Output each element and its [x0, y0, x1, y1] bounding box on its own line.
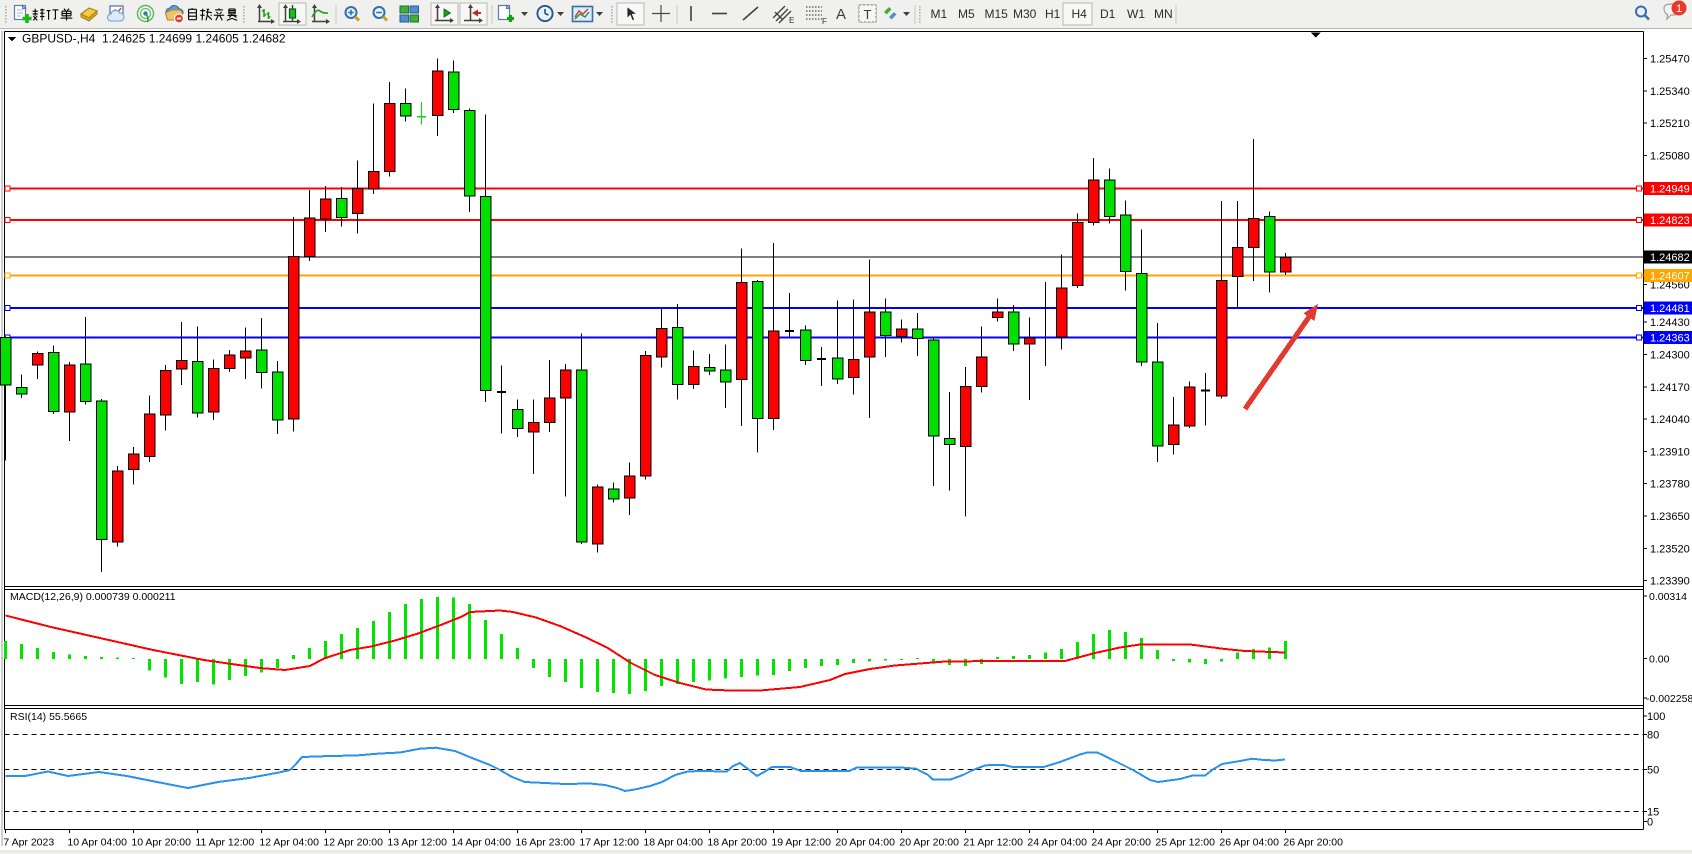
svg-text:1.24363: 1.24363 [1650, 333, 1690, 345]
svg-text:100: 100 [1647, 711, 1665, 723]
svg-text:1.24560: 1.24560 [1650, 280, 1690, 292]
svg-text:21 Apr 12:00: 21 Apr 12:00 [963, 837, 1023, 849]
svg-text:24 Apr 04:00: 24 Apr 04:00 [1027, 837, 1087, 849]
svg-text:MACD(12,26,9) 0.000739 0.00021: MACD(12,26,9) 0.000739 0.000211 [10, 591, 176, 603]
svg-text:18 Apr 20:00: 18 Apr 20:00 [707, 837, 767, 849]
svg-text:12 Apr 20:00: 12 Apr 20:00 [323, 837, 383, 849]
svg-text:1.23910: 1.23910 [1650, 446, 1690, 458]
svg-text:25 Apr 12:00: 25 Apr 12:00 [1155, 837, 1215, 849]
svg-text:24 Apr 20:00: 24 Apr 20:00 [1091, 837, 1151, 849]
svg-text:10 Apr 04:00: 10 Apr 04:00 [67, 837, 127, 849]
svg-text:M1: M1 [931, 7, 948, 21]
svg-text:0: 0 [1647, 817, 1653, 829]
svg-text:1.24170: 1.24170 [1650, 382, 1690, 394]
svg-text:80: 80 [1647, 729, 1659, 741]
svg-text:1.24823: 1.24823 [1650, 215, 1690, 227]
svg-text:1.25340: 1.25340 [1650, 86, 1690, 98]
svg-text:1.24607: 1.24607 [1650, 271, 1690, 283]
svg-text:20 Apr 04:00: 20 Apr 04:00 [835, 837, 895, 849]
svg-text:26 Apr 04:00: 26 Apr 04:00 [1219, 837, 1279, 849]
svg-text:T: T [864, 7, 872, 22]
svg-text:1: 1 [1676, 3, 1682, 15]
svg-text:GBPUSD-,H4 1.24625 1.24699 1.: GBPUSD-,H4 1.24625 1.24699 1.24605 1.246… [22, 32, 286, 46]
svg-text:14 Apr 04:00: 14 Apr 04:00 [451, 837, 511, 849]
svg-text:1.23780: 1.23780 [1650, 479, 1690, 491]
svg-text:0.00314: 0.00314 [1649, 591, 1687, 603]
svg-text:20 Apr 20:00: 20 Apr 20:00 [899, 837, 959, 849]
svg-text:H1: H1 [1045, 7, 1061, 21]
svg-text:10 Apr 20:00: 10 Apr 20:00 [131, 837, 191, 849]
svg-text:19 Apr 12:00: 19 Apr 12:00 [771, 837, 831, 849]
svg-text:1.23520: 1.23520 [1650, 543, 1690, 555]
svg-text:0.00: 0.00 [1649, 654, 1670, 666]
svg-text:13 Apr 12:00: 13 Apr 12:00 [387, 837, 447, 849]
svg-text:1.24949: 1.24949 [1650, 184, 1690, 196]
svg-text:H4: H4 [1072, 7, 1088, 21]
svg-text:MN: MN [1154, 7, 1173, 21]
svg-text:1.24481: 1.24481 [1650, 303, 1690, 315]
svg-text:A: A [836, 6, 846, 23]
svg-text:12 Apr 04:00: 12 Apr 04:00 [259, 837, 319, 849]
svg-text:1.24430: 1.24430 [1650, 317, 1690, 329]
svg-text:D1: D1 [1100, 7, 1116, 21]
svg-text:1.25080: 1.25080 [1650, 150, 1690, 162]
svg-text:1.25210: 1.25210 [1650, 118, 1690, 130]
svg-text:7 Apr 2023: 7 Apr 2023 [3, 837, 54, 849]
svg-text:E: E [789, 16, 794, 25]
svg-text:1.24300: 1.24300 [1650, 350, 1690, 362]
svg-text:M5: M5 [958, 7, 975, 21]
svg-text:RSI(14) 55.5665: RSI(14) 55.5665 [10, 711, 87, 723]
svg-text:1.24040: 1.24040 [1650, 414, 1690, 426]
svg-text:1.25470: 1.25470 [1650, 54, 1690, 66]
svg-text:-0.002258: -0.002258 [1646, 693, 1692, 705]
svg-text:16 Apr 23:00: 16 Apr 23:00 [515, 837, 575, 849]
svg-text:M30: M30 [1013, 7, 1037, 21]
svg-text:1.23390: 1.23390 [1650, 575, 1690, 587]
svg-text:W1: W1 [1127, 7, 1145, 21]
svg-text:50: 50 [1647, 765, 1659, 777]
svg-text:11 Apr 12:00: 11 Apr 12:00 [195, 837, 254, 849]
svg-text:17 Apr 12:00: 17 Apr 12:00 [579, 837, 639, 849]
svg-text:1.24682: 1.24682 [1650, 252, 1690, 264]
svg-text:15: 15 [1647, 807, 1659, 819]
svg-text:F: F [822, 17, 827, 26]
svg-text:26 Apr 20:00: 26 Apr 20:00 [1283, 837, 1343, 849]
svg-text:1.23650: 1.23650 [1650, 511, 1690, 523]
svg-text:18 Apr 04:00: 18 Apr 04:00 [643, 837, 703, 849]
svg-text:M15: M15 [985, 7, 1009, 21]
